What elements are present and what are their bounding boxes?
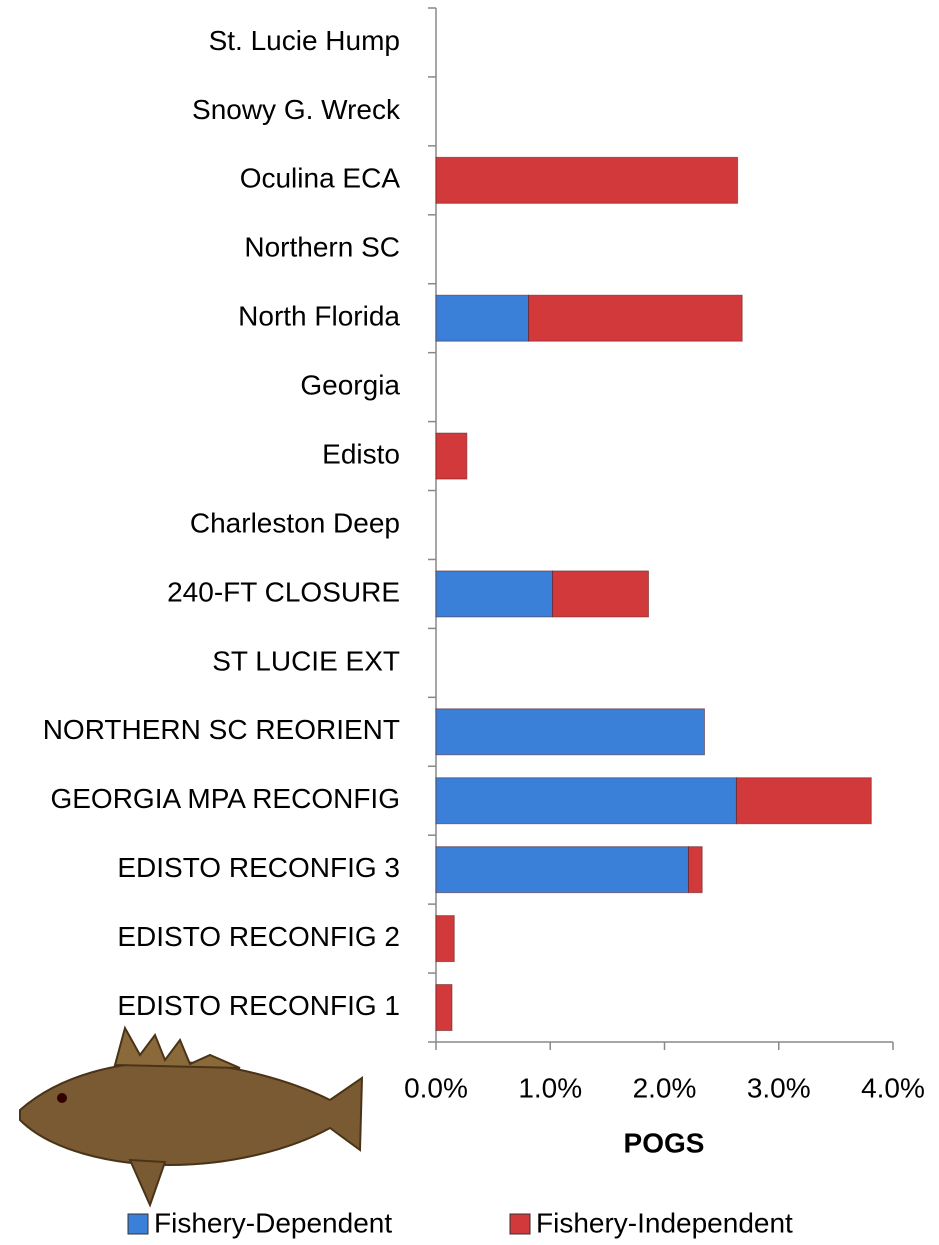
bar	[688, 847, 702, 893]
bar	[736, 778, 871, 824]
x-tick-label: 1.0%	[518, 1072, 582, 1103]
legend-swatch	[128, 1214, 148, 1234]
legend-label: Fishery-Independent	[536, 1207, 793, 1238]
y-tick-label: NORTHERN SC REORIENT	[43, 714, 400, 745]
fish-illustration	[20, 1028, 362, 1205]
y-tick-label: EDISTO RECONFIG 2	[117, 921, 400, 952]
y-tick-label: ST LUCIE EXT	[212, 645, 400, 676]
y-tick-label: GEORGIA MPA RECONFIG	[50, 783, 400, 814]
y-tick-label: Edisto	[322, 438, 400, 469]
y-tick-label: 240-FT CLOSURE	[167, 576, 400, 607]
y-tick-label: Charleston Deep	[190, 507, 400, 538]
bar	[436, 571, 553, 617]
x-axis-title: POGS	[624, 1127, 705, 1158]
y-tick-label: Snowy G. Wreck	[192, 94, 401, 125]
y-tick-label: North Florida	[238, 301, 400, 332]
legend-swatch	[510, 1214, 530, 1234]
bar	[436, 985, 452, 1031]
y-tick-label: EDISTO RECONFIG 3	[117, 852, 400, 883]
bar	[436, 916, 454, 962]
y-tick-label: Oculina ECA	[240, 163, 401, 194]
y-tick-label: St. Lucie Hump	[209, 25, 400, 56]
y-tick-label: Northern SC	[244, 232, 400, 263]
legend-label: Fishery-Dependent	[154, 1207, 392, 1238]
bar	[436, 295, 529, 341]
bar	[436, 778, 736, 824]
x-tick-label: 2.0%	[633, 1072, 697, 1103]
bar	[436, 709, 704, 755]
chart: POGS 0.0% 1.0% 2.0% 3.0% 4.0% St. Lucie Hump S…	[0, 0, 939, 1245]
x-tick-label: 0.0%	[404, 1072, 468, 1103]
x-tick-label: 4.0%	[861, 1072, 925, 1103]
x-tick-label: 3.0%	[747, 1072, 811, 1103]
bar	[553, 571, 649, 617]
bar	[436, 847, 688, 893]
bar	[529, 295, 743, 341]
bar	[436, 433, 467, 479]
y-tick-label: Georgia	[300, 370, 400, 401]
y-tick-label: EDISTO RECONFIG 1	[117, 990, 400, 1021]
bar	[436, 157, 738, 203]
